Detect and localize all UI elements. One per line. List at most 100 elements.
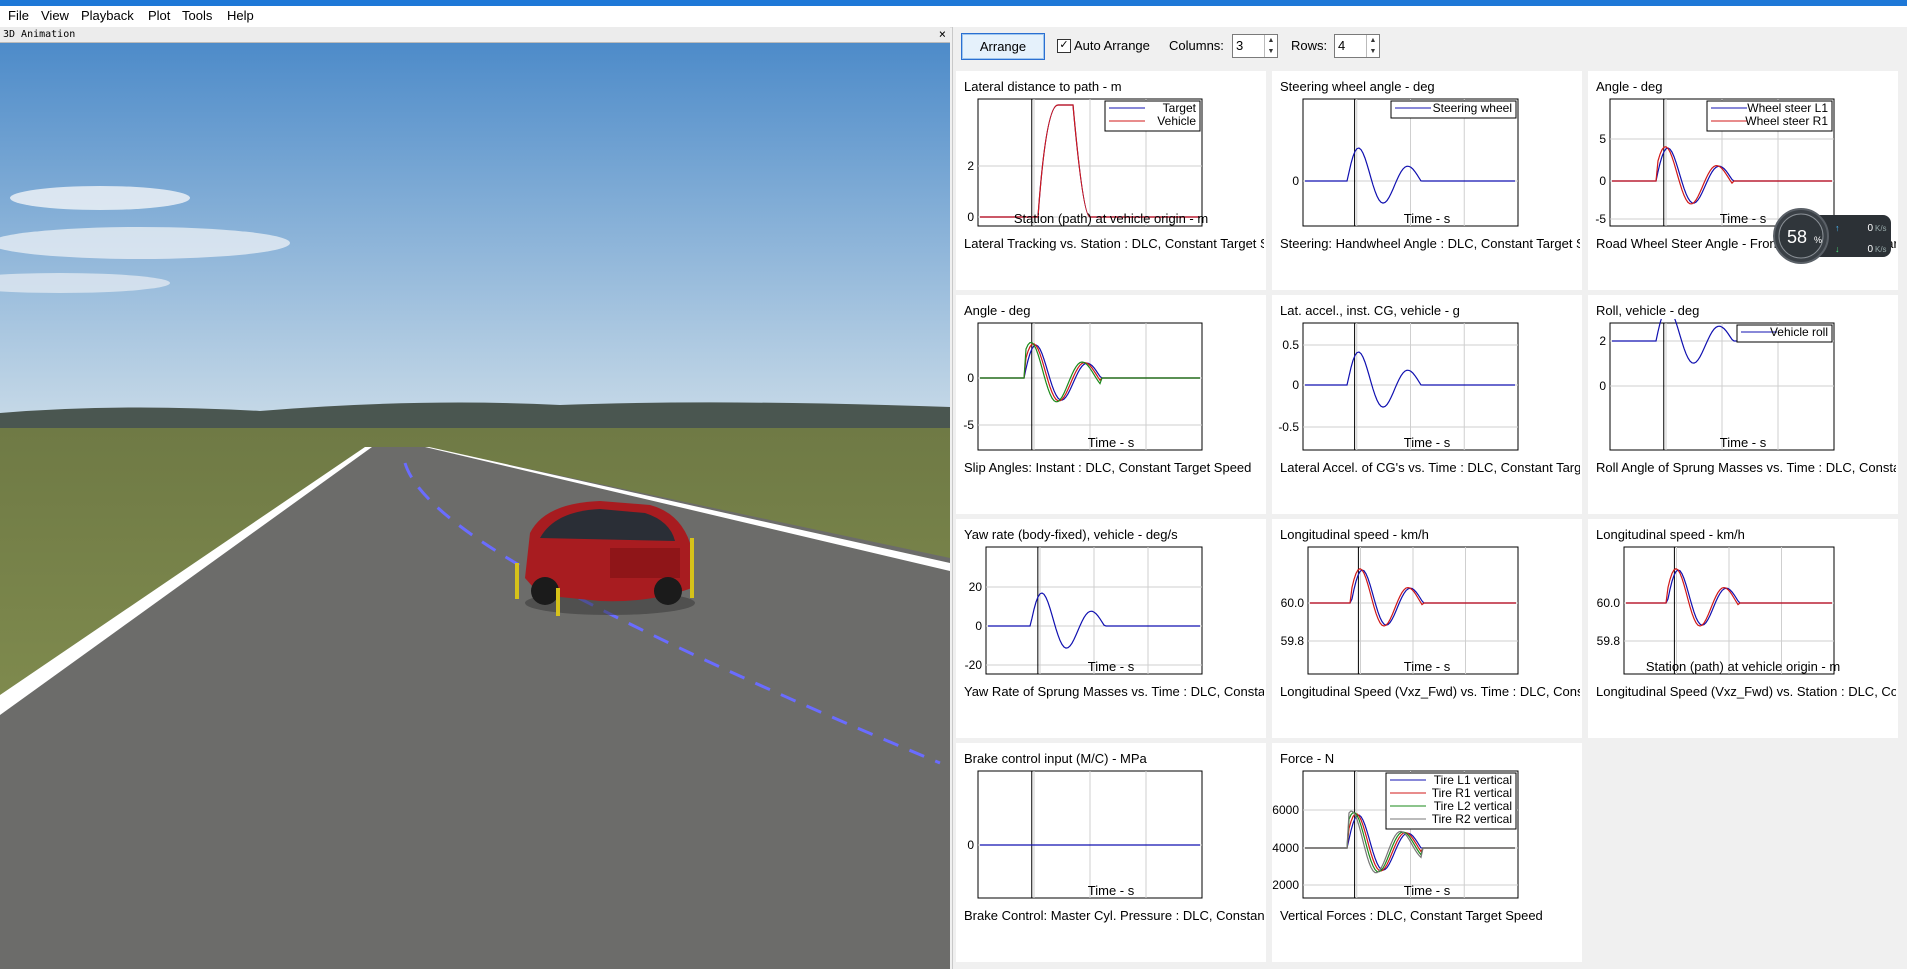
y-tick-label: 0 (1292, 378, 1299, 392)
plot-title: Steering wheel angle - deg (1280, 79, 1435, 94)
plot-series (1612, 146, 1832, 205)
y-tick-label: 60.0 (1597, 596, 1621, 610)
y-tick-label: 4000 (1272, 841, 1299, 855)
plot-footer: Lateral Accel. of CG's vs. Time : DLC, C… (1280, 460, 1580, 475)
menu-view[interactable]: View (41, 8, 69, 23)
y-tick-label: 6000 (1272, 803, 1299, 817)
menu-file[interactable]: File (8, 8, 29, 23)
x-axis-label: Time - s (1087, 435, 1135, 450)
plot-tile[interactable]: Yaw rate (body-fixed), vehicle - deg/s 20… (956, 519, 1266, 738)
plot-tile[interactable]: Longitudinal speed - km/h 60.0 59.8 Time - … (1272, 519, 1582, 738)
plot-series (1305, 351, 1515, 408)
close-icon[interactable]: × (938, 27, 946, 41)
plot-tile[interactable]: Lateral distance to path - m 2 0 Target Vehi… (956, 71, 1266, 290)
legend-label: Wheel steer R1 (1745, 114, 1828, 128)
plot-series (1626, 568, 1832, 627)
menu-plot[interactable]: Plot (148, 8, 171, 23)
plot-tile[interactable]: Longitudinal speed - km/h 60.0 59.8 Station… (1588, 519, 1898, 738)
gauge-down-value: 0 (1867, 244, 1873, 255)
y-tick-label: 2 (1599, 334, 1606, 348)
cloud (10, 186, 190, 210)
plot-footer: Longitudinal Speed (Vxz_Fwd) vs. Time : … (1280, 684, 1580, 699)
auto-arrange-checkbox[interactable]: ✓ (1057, 39, 1071, 53)
gauge-down-unit: K/s (1875, 245, 1887, 254)
plot-footer: Brake Control: Master Cyl. Pressure : DL… (964, 908, 1264, 923)
y-tick-label: 59.8 (1281, 634, 1305, 648)
spin-arrows-icon[interactable]: ▲ ▼ (1366, 35, 1379, 57)
plot-panel: Arrange ✓ Auto Arrange Columns: 3 ▲ ▼ Row… (952, 27, 1907, 969)
y-tick-label: -0.5 (1278, 420, 1299, 434)
gauge-up-unit: K/s (1875, 224, 1887, 233)
plot-title: Force - N (1280, 751, 1335, 766)
plot-series (1310, 568, 1516, 627)
y-tick-label: 0 (967, 371, 974, 385)
plot-footer: Steering: Handwheel Angle : DLC, Constan… (1280, 236, 1580, 251)
rows-value: 4 (1338, 38, 1346, 53)
plot-chart: 0 -5 (963, 322, 1203, 451)
columns-spinner[interactable]: 3 ▲ ▼ (1232, 34, 1278, 58)
plot-chart: 60.0 59.8 (1597, 546, 1835, 675)
plot-title: Roll, vehicle - deg (1596, 303, 1700, 318)
spin-arrows-icon[interactable]: ▲ ▼ (1264, 35, 1277, 57)
plot-series (980, 341, 1200, 403)
y-tick-label: 0 (1292, 174, 1299, 188)
plot-tile[interactable]: Lat. accel., inst. CG, vehicle - g 0.5 0 -0… (1272, 295, 1582, 514)
plot-chart: 0.5 0 -0.5 (1278, 322, 1519, 451)
columns-label: Columns: (1169, 38, 1224, 53)
x-axis-label: Time - s (1403, 435, 1451, 450)
plot-title: Angle - deg (964, 303, 1031, 318)
upload-icon: ↑ (1835, 223, 1840, 233)
plot-chart: 2 0 Vehicle roll (1599, 319, 1835, 451)
plot-grid: Lateral distance to path - m 2 0 Target Vehi… (956, 71, 1907, 963)
plot-footer: Yaw Rate of Sprung Masses vs. Time : DLC… (964, 684, 1264, 699)
cloud (0, 227, 290, 259)
legend-label: Target (1163, 101, 1197, 115)
plot-tile[interactable]: Angle - deg 0 -5 Time - s Slip Angles: Insta… (956, 295, 1266, 514)
plot-chart: 20 0 -20 (965, 546, 1203, 675)
x-axis-label: Time - s (1719, 435, 1767, 450)
x-axis-label: Station (path) at vehicle origin - m (1645, 659, 1841, 674)
plot-title: Longitudinal speed - km/h (1596, 527, 1745, 542)
x-axis-label: Time - s (1087, 659, 1135, 674)
y-tick-label: 0 (967, 838, 974, 852)
plot-tile[interactable]: Roll, vehicle - deg 2 0 Vehicle roll Time - … (1588, 295, 1898, 514)
rows-spinner[interactable]: 4 ▲ ▼ (1334, 34, 1380, 58)
y-tick-label: 60.0 (1281, 596, 1305, 610)
columns-value: 3 (1236, 38, 1244, 53)
plot-tile[interactable]: Brake control input (M/C) - MPa 0 Time - s… (956, 743, 1266, 962)
x-axis-label: Time - s (1719, 211, 1767, 226)
y-tick-label: 5 (1599, 132, 1606, 146)
plot-tile[interactable]: Steering wheel angle - deg 0 Steering whee… (1272, 71, 1582, 290)
x-axis-label: Time - s (1403, 883, 1451, 898)
x-axis-label: Time - s (1403, 659, 1451, 674)
plot-footer: Lateral Tracking vs. Station : DLC, Cons… (964, 236, 1264, 251)
legend-label: Vehicle (1157, 114, 1196, 128)
y-tick-label: 2 (967, 159, 974, 173)
plot-tile[interactable]: Angle - deg 5 0 -5 Wheel steer L1 Wheel steer… (1588, 71, 1898, 290)
menu-help[interactable]: Help (227, 8, 254, 23)
animation-panel: 3D Animation × (0, 27, 950, 969)
menu-playback[interactable]: Playback (81, 8, 134, 23)
road-left-line (0, 447, 372, 715)
road-right-line (425, 447, 950, 571)
arrange-button[interactable]: Arrange (961, 33, 1045, 60)
y-tick-label: 0 (975, 619, 982, 633)
animation-viewport[interactable] (0, 43, 950, 969)
y-tick-label: 20 (969, 580, 983, 594)
plot-tile[interactable]: Force - N 6000 4000 2000 Tire L1 vertical Tir… (1272, 743, 1582, 962)
legend-box (1385, 772, 1517, 830)
plot-footer: Slip Angles: Instant : DLC, Constant Tar… (964, 460, 1252, 475)
animation-title: 3D Animation (3, 29, 76, 40)
menu-tools[interactable]: Tools (182, 8, 213, 23)
plot-title: Brake control input (M/C) - MPa (964, 751, 1147, 766)
x-axis-label: Time - s (1087, 883, 1135, 898)
plot-toolbar: Arrange ✓ Auto Arrange Columns: 3 ▲ ▼ Row… (953, 27, 1907, 67)
legend-label: Wheel steer L1 (1747, 101, 1828, 115)
plot-footer: Vertical Forces : DLC, Constant Target S… (1280, 908, 1543, 923)
plot-chart: 60.0 59.8 (1281, 546, 1519, 675)
plot-series (1305, 147, 1515, 204)
menu-bar: File View Playback Plot Tools Help (0, 6, 1907, 28)
plot-series (1305, 810, 1515, 874)
